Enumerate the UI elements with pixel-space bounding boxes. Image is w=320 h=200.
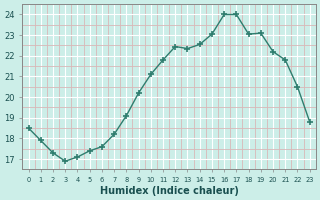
X-axis label: Humidex (Indice chaleur): Humidex (Indice chaleur) [100, 186, 239, 196]
